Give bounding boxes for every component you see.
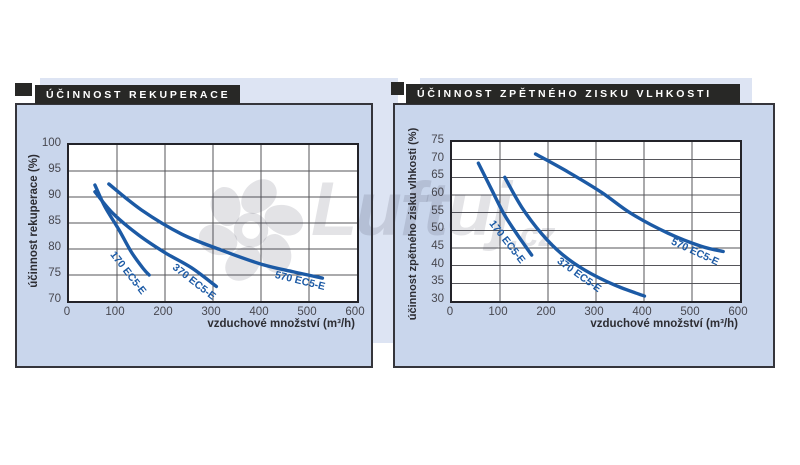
y-tick-label: 40 (431, 257, 444, 270)
y-tick-label: 80 (48, 241, 61, 253)
x-tick-label: 400 (632, 306, 652, 318)
chart-title-tab: ÚČINNOST REKUPERACE (35, 85, 240, 104)
chart-title: ÚČINNOST REKUPERACE (46, 88, 231, 101)
y-tick-label: 65 (431, 169, 444, 182)
x-tick-label: 100 (105, 306, 125, 318)
x-tick-label: 200 (536, 306, 556, 318)
y-tick-label: 55 (431, 204, 444, 217)
curve-170-ec5-e (476, 161, 534, 257)
x-tick-label: 400 (249, 306, 269, 318)
y-tick-label: 50 (431, 222, 444, 235)
curve-570-ec5-e (107, 182, 325, 280)
x-tick-label: 0 (446, 306, 454, 318)
moisture-recovery-chart-panel: účinnost zpětného zisku vlhkosti (%) vzd… (393, 103, 775, 368)
y-tick-label: 75 (48, 267, 61, 279)
x-tick-label: 300 (584, 306, 604, 318)
x-tick-label: 600 (345, 306, 365, 318)
curve-570-ec5-e (533, 152, 725, 254)
chart-title: ÚČINNOST ZPĚTNÉHO ZISKU VLHKOSTI (417, 88, 712, 100)
y-tick-label: 95 (48, 163, 61, 175)
y-tick-label: 75 (431, 134, 444, 146)
x-tick-label: 100 (488, 306, 508, 318)
y-tick-label: 70 (48, 293, 61, 305)
plot-area: 170 EC5-E 370 EC5-E 570 EC5-E (450, 140, 742, 303)
x-tick-label: 500 (680, 306, 700, 318)
y-tick-label: 45 (431, 240, 444, 252)
x-tick-label: 0 (63, 306, 71, 318)
x-tick-label: 600 (728, 306, 748, 318)
x-tick-label: 300 (201, 306, 221, 318)
x-axis-label: vzduchové množství (m³/h) (590, 318, 738, 330)
x-tick-label: 200 (153, 306, 173, 318)
curves-layer (93, 182, 325, 289)
chart-title-tab: ÚČINNOST ZPĚTNÉHO ZISKU VLHKOSTI (406, 84, 740, 104)
y-tick-label: 30 (431, 293, 444, 305)
curve-370-ec5-e (93, 190, 219, 289)
curves-layer (476, 152, 725, 298)
title-tab-notch (15, 83, 32, 96)
plot-area: 170 EC5-E 370 EC5-E 570 EC5-E (67, 143, 359, 303)
grid-lines (69, 145, 357, 301)
title-tab-notch (391, 82, 404, 95)
curve-370-ec5-e (503, 175, 647, 298)
y-tick-label: 60 (431, 187, 444, 199)
x-tick-label: 500 (297, 306, 317, 318)
y-tick-label: 100 (41, 137, 61, 149)
y-tick-label: 70 (431, 151, 444, 164)
y-tick-label: 90 (48, 189, 61, 201)
y-tick-label: 35 (431, 275, 444, 288)
x-axis-label: vzduchové množství (m³/h) (207, 318, 355, 330)
recuperation-chart-panel: účinnost rekuperace (%) vzduchové množst… (15, 103, 373, 368)
y-tick-label: 85 (48, 215, 61, 227)
